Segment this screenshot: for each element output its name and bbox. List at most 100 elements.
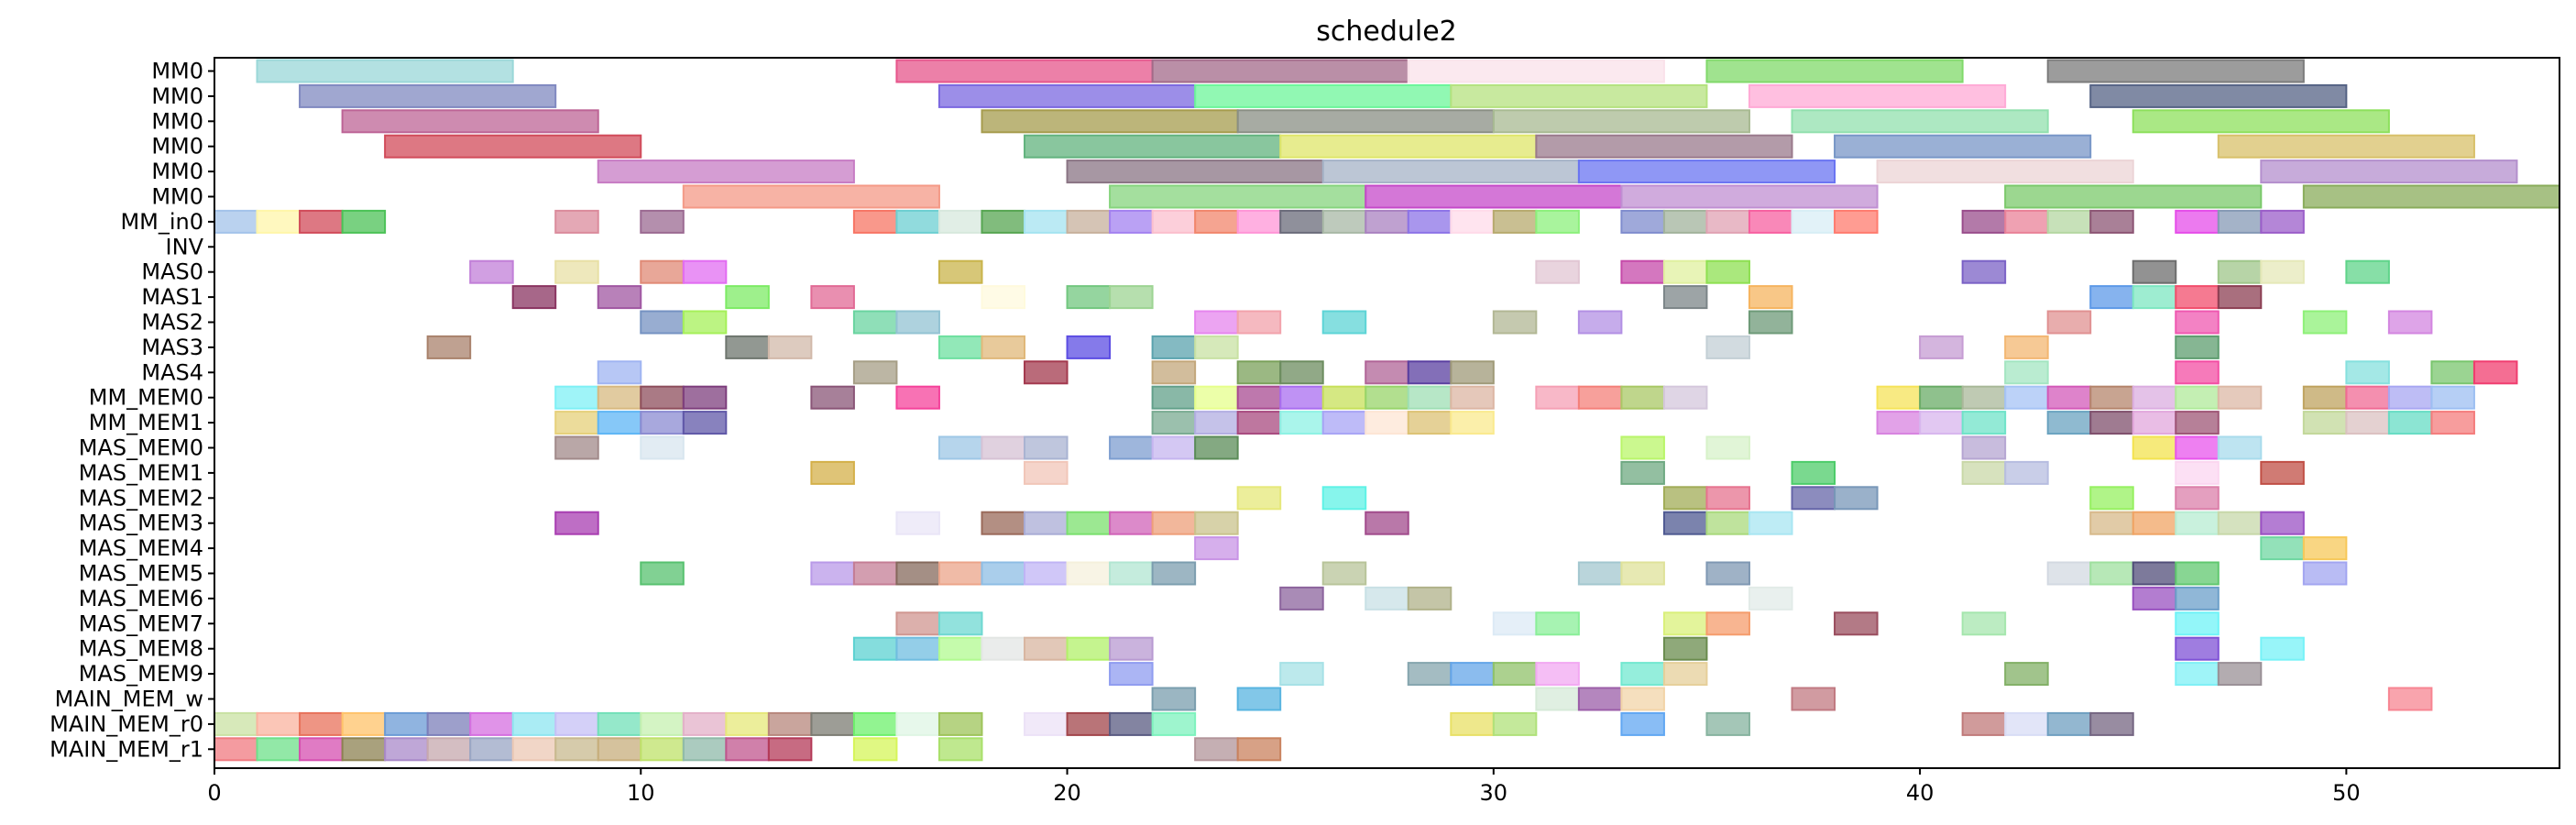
task-bar — [2175, 662, 2220, 687]
task-bar — [1450, 411, 1495, 435]
task-bar — [554, 259, 599, 284]
task-bar — [2217, 209, 2263, 234]
task-bar — [682, 385, 728, 410]
task-bar — [2302, 561, 2348, 586]
y-tick-label: MAIN_MEM_w — [55, 687, 203, 712]
task-bar — [1492, 711, 1538, 736]
task-bar — [2046, 711, 2092, 736]
task-bar — [1662, 285, 1708, 310]
task-bar — [1407, 586, 1452, 610]
task-bar — [1194, 209, 1239, 234]
task-bar — [1748, 209, 1793, 234]
task-bar — [2004, 184, 2263, 209]
task-bar — [256, 711, 301, 736]
task-bar — [2217, 285, 2263, 310]
task-bar — [2175, 209, 2220, 234]
y-tick-label: MM0 — [151, 184, 203, 210]
x-tick-label: 50 — [2332, 780, 2361, 806]
task-bar — [937, 83, 1197, 108]
task-bar — [1321, 561, 1367, 586]
task-bar — [1791, 109, 2049, 134]
task-bar — [2089, 486, 2134, 511]
task-bar — [1109, 184, 1367, 209]
task-bar — [1279, 662, 1324, 687]
task-bar — [640, 209, 685, 234]
task-bar — [1450, 711, 1495, 736]
task-bar — [1321, 385, 1367, 410]
task-bar — [895, 636, 940, 661]
task-bar — [1024, 360, 1069, 385]
task-bar — [511, 711, 557, 736]
task-bar — [2217, 385, 2263, 410]
task-bar — [341, 711, 387, 736]
task-bar — [1365, 411, 1409, 435]
task-bar — [1450, 209, 1495, 234]
task-bar — [2430, 411, 2475, 435]
task-bar — [1748, 83, 2007, 108]
task-bar — [2089, 511, 2134, 535]
task-bar — [1791, 687, 1836, 711]
task-bar — [2175, 511, 2220, 535]
task-bar — [682, 310, 728, 335]
task-bar — [1066, 335, 1112, 359]
task-bar — [1492, 109, 1750, 134]
task-bar — [2175, 486, 2220, 511]
task-bar — [1492, 611, 1538, 636]
task-bar — [2302, 385, 2348, 410]
task-bar — [1577, 561, 1623, 586]
task-bar — [852, 636, 898, 661]
task-bar — [2089, 711, 2134, 736]
task-bar — [1834, 209, 1879, 234]
task-bar — [1024, 636, 1069, 661]
task-bar — [1279, 209, 1324, 234]
x-tick-label: 20 — [1053, 780, 1081, 806]
task-bar — [1620, 209, 1665, 234]
task-bar — [2345, 411, 2390, 435]
task-bar — [1662, 486, 1708, 511]
chart-title: schedule2 — [1316, 16, 1457, 48]
task-bar — [1662, 209, 1708, 234]
task-bar — [895, 611, 940, 636]
task-bar — [1662, 385, 1708, 410]
task-bar — [2345, 385, 2390, 410]
task-bar — [2175, 385, 2220, 410]
task-bar — [682, 259, 728, 284]
task-bar — [2345, 360, 2390, 385]
task-bar — [1194, 435, 1239, 460]
task-bar — [725, 285, 770, 310]
task-bar — [2004, 662, 2049, 687]
task-bar — [2175, 335, 2220, 359]
y-tick-label: MAS3 — [141, 335, 203, 360]
task-bar — [597, 711, 642, 736]
task-bar — [2430, 385, 2475, 410]
task-bar — [1151, 435, 1197, 460]
task-bar — [2430, 360, 2475, 385]
y-tick-label: MAS_MEM9 — [79, 661, 203, 687]
task-bar — [299, 209, 344, 234]
task-bar — [1194, 335, 1239, 359]
task-bar — [384, 711, 429, 736]
task-bar — [2387, 310, 2433, 335]
task-bar — [1748, 586, 1793, 610]
task-bar — [2260, 259, 2305, 284]
y-tick-label: MAS_MEM6 — [79, 586, 203, 611]
task-bar — [1109, 662, 1154, 687]
task-bar — [1705, 209, 1750, 234]
task-bar — [1535, 385, 1580, 410]
task-bar — [554, 435, 599, 460]
y-tick-label: MAS1 — [141, 284, 203, 310]
task-bar — [2302, 184, 2561, 209]
task-bar — [1194, 385, 1239, 410]
task-bar — [1279, 586, 1324, 610]
task-bar — [2217, 134, 2475, 159]
task-bar — [895, 511, 940, 535]
task-bar — [981, 435, 1026, 460]
task-bar — [2004, 711, 2049, 736]
task-bar — [810, 561, 855, 586]
task-bar — [426, 335, 472, 359]
task-bar — [1279, 360, 1324, 385]
task-bar — [2004, 360, 2049, 385]
task-bar — [1620, 460, 1665, 485]
task-bar — [2302, 411, 2348, 435]
